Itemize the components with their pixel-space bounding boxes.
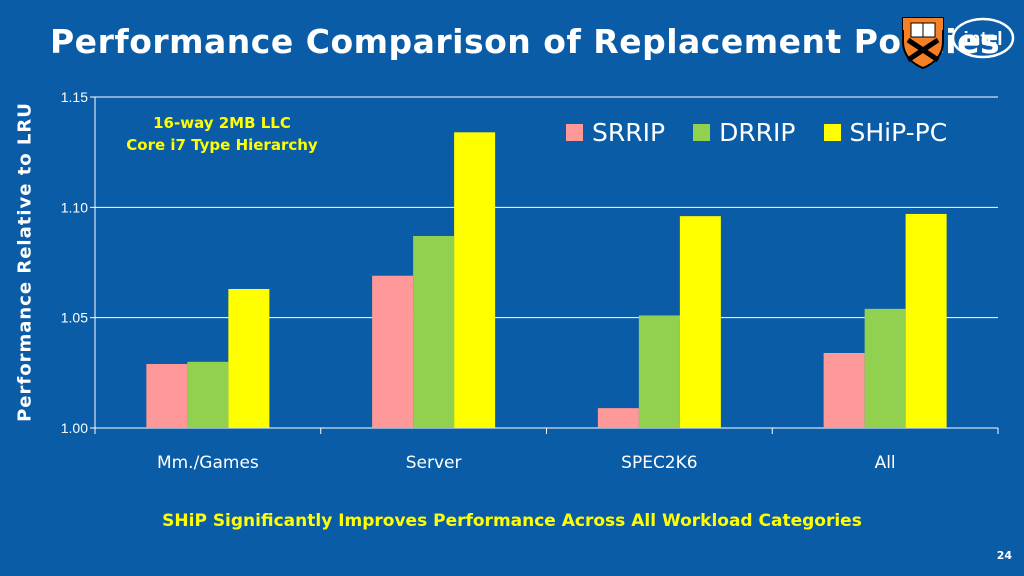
bar-ship-pc: [454, 132, 496, 428]
legend-swatch-drrip: [693, 124, 711, 141]
bar-srrip: [372, 275, 414, 428]
y-tick-label: 1.05: [61, 310, 88, 326]
x-tick-label: SPEC2K6: [621, 453, 697, 473]
bar-drrip: [187, 361, 229, 428]
y-tick-label: 1.00: [61, 420, 88, 436]
bar-srrip: [597, 408, 639, 428]
bar-srrip: [146, 364, 188, 428]
y-tick-label: 1.10: [61, 199, 88, 215]
bar-drrip: [864, 308, 906, 428]
slide-number: 24: [996, 549, 1012, 562]
bar-ship-pc: [228, 288, 270, 428]
x-tick-label: All: [875, 453, 896, 473]
intel-logo-text: intel: [963, 29, 1002, 50]
chart-legend: SRRIP DRRIP SHiP-PC: [566, 118, 947, 147]
bar-drrip: [413, 236, 455, 428]
bar-drrip: [638, 315, 680, 428]
intel-logo-icon: intel: [951, 17, 1015, 59]
legend-label-ship-pc: SHiP-PC: [849, 118, 948, 147]
legend-item-srrip: SRRIP: [566, 118, 665, 147]
footer-note: SHiP Significantly Improves Performance …: [162, 511, 862, 531]
legend-label-drrip: DRRIP: [719, 118, 796, 147]
princeton-shield-icon: [902, 17, 944, 70]
legend-swatch-srrip: [566, 124, 583, 141]
annotation-line-2: Core i7 Type Hierarchy: [126, 136, 318, 154]
legend-label-srrip: SRRIP: [592, 118, 666, 147]
slide-title: Performance Comparison of Replacement Po…: [50, 22, 1001, 61]
annotation-line-1: 16-way 2MB LLC: [153, 114, 291, 132]
bar-ship-pc: [679, 216, 721, 428]
bar-srrip: [823, 352, 865, 428]
chart-annotation: 16-way 2MB LLC Core i7 Type Hierarchy: [92, 112, 352, 156]
x-tick-label: Server: [406, 453, 462, 473]
legend-swatch-ship-pc: [823, 124, 841, 141]
bar-ship-pc: [905, 213, 947, 428]
y-axis-label: Performance Relative to LRU: [14, 102, 36, 422]
legend-item-ship-pc: SHiP-PC: [823, 118, 948, 147]
legend-item-drrip: DRRIP: [693, 118, 796, 147]
y-tick-label: 1.15: [61, 89, 88, 105]
x-tick-label: Mm./Games: [157, 453, 259, 473]
